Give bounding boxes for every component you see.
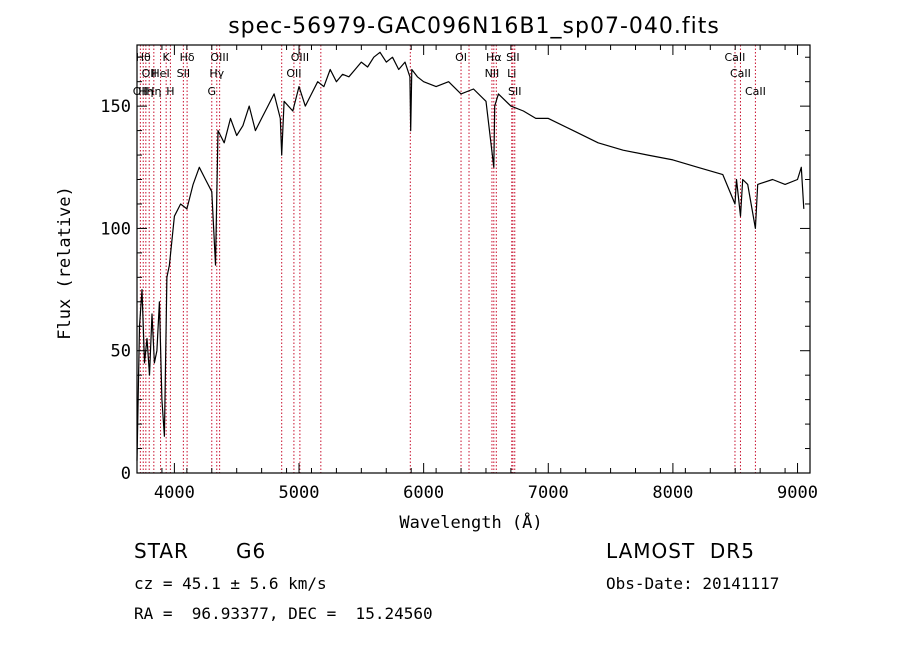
subclass: G6 — [236, 539, 267, 563]
line-label: Hγ — [209, 67, 224, 80]
x-tick-label: 8000 — [652, 483, 693, 503]
line-label: Hδ — [180, 51, 195, 64]
coordinates: RA = 96.93377, DEC = 15.24560 — [134, 604, 433, 623]
y-tick-label: 50 — [111, 342, 131, 362]
y-tick-label: 100 — [100, 219, 131, 239]
line-label: Hη — [146, 85, 161, 98]
line-label: SII — [506, 51, 519, 64]
line-label: Li — [507, 67, 516, 80]
plot-frame — [136, 44, 811, 474]
x-tick-label: 5000 — [279, 483, 320, 503]
x-tick-label: 7000 — [528, 483, 569, 503]
line-label: Hη — [138, 85, 153, 98]
redshift-text: cz = 45.1 ± 5.6 km/s — [134, 574, 327, 593]
line-label: OII — [133, 85, 148, 98]
line-label: OII — [142, 67, 157, 80]
line-label: CaII — [730, 67, 751, 80]
line-label: OIII — [291, 51, 309, 64]
x-tick-label: 9000 — [777, 483, 818, 503]
line-marker-layer — [139, 45, 756, 473]
line-label: H — [166, 85, 174, 98]
x-axis-label: Wavelength (Å) — [399, 511, 542, 533]
line-label: OI — [455, 51, 467, 64]
line-label: CaII — [725, 51, 746, 64]
line-label: NII — [485, 67, 500, 80]
survey-name: LAMOST DR5 — [606, 539, 755, 563]
obs-date: Obs-Date: 20141117 — [606, 574, 780, 593]
line-label: Hθ — [136, 51, 151, 64]
line-label: SII — [508, 85, 521, 98]
x-tick-label: 6000 — [403, 483, 444, 503]
object-class: STAR — [134, 539, 189, 563]
line-label: G — [208, 85, 217, 98]
tick-layer: 4000 5000 6000 7000 8000 9000 0 50 100 150 — [100, 45, 818, 503]
line-label: OIII — [210, 51, 228, 64]
line-label: K — [163, 51, 171, 64]
line-label: Hα — [486, 51, 502, 64]
y-tick-label: 0 — [121, 464, 131, 484]
x-tick-label: 4000 — [154, 483, 195, 503]
line-label: OII — [286, 67, 301, 80]
spectrum-layer — [136, 51, 805, 461]
y-axis-label: Flux (relative) — [55, 186, 75, 340]
line-label: SII — [177, 67, 190, 80]
line-label: HeI — [151, 67, 169, 80]
chart-title: spec-56979-GAC096N16B1_sp07-040.fits — [228, 14, 720, 39]
line-label: CaII — [745, 85, 766, 98]
y-tick-label: 150 — [100, 97, 131, 117]
spectrum-line — [136, 51, 805, 461]
